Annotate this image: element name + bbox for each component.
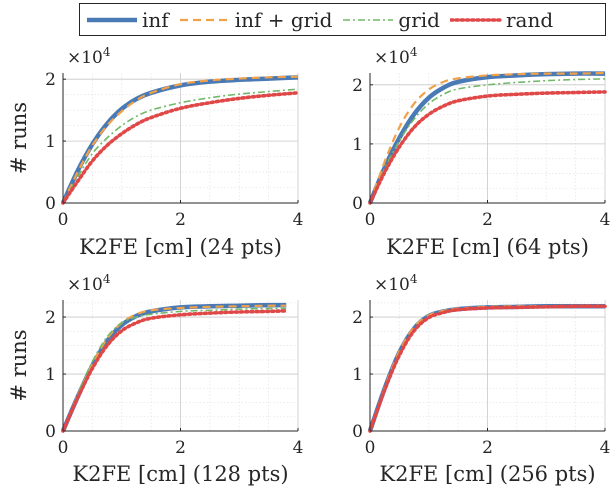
x-tick-label: 4 (600, 438, 611, 458)
series-line-rand (61, 91, 300, 205)
legend-swatch (449, 17, 502, 22)
series-line-rand (368, 304, 607, 433)
legend-swatch (179, 18, 230, 21)
panel-4: 0 2 4 0 1 2 ×104 K2FE [cm] (256 pts) (352, 272, 610, 486)
y-axis-label: # runs (7, 329, 31, 401)
x-tick-label: 0 (365, 438, 376, 458)
panel-3: 0 2 4 0 1 2 ×104 K2FE [cm] (128 pts) # runs (7, 272, 303, 486)
series-line-inf-grid (62, 75, 299, 204)
x-tick-label: 2 (175, 210, 186, 230)
legend-label: grid (398, 7, 440, 32)
legend-item-grid: grid (342, 8, 440, 32)
y-tick-label: 1 (352, 135, 363, 155)
x-tick-label: 4 (293, 438, 304, 458)
y-tick-label: 0 (352, 422, 363, 442)
y-multiplier: ×104 (67, 45, 111, 68)
legend-label: inf + grid (234, 7, 333, 32)
y-multiplier: ×104 (67, 272, 111, 295)
legend-label: inf (142, 7, 169, 32)
x-tick-label: 0 (58, 438, 69, 458)
y-tick-label: 1 (45, 132, 56, 152)
y-axis-label: # runs (7, 102, 31, 174)
x-axis-label: K2FE [cm] (24 pts) (79, 235, 282, 259)
legend: inf inf + grid grid rand (79, 3, 606, 36)
y-tick-label: 0 (45, 422, 56, 442)
y-tick-label: 0 (352, 194, 363, 214)
x-axis-label: K2FE [cm] (256 pts) (379, 462, 595, 486)
y-tick-label: 0 (45, 194, 56, 214)
y-tick-label: 1 (45, 365, 56, 385)
y-tick-label: 2 (352, 76, 363, 96)
series-line-grid (369, 78, 606, 204)
x-tick-label: 4 (600, 210, 611, 230)
x-tick-label: 2 (175, 438, 186, 458)
y-multiplier: ×104 (374, 272, 418, 295)
series-line-inf-grid (368, 71, 606, 204)
series-line-grid (62, 88, 299, 204)
x-tick-label: 2 (482, 210, 493, 230)
series-line-rand (61, 309, 289, 433)
series-line-grid (62, 307, 287, 432)
x-tick-label: 0 (58, 210, 69, 230)
x-tick-label: 0 (365, 210, 376, 230)
legend-label: rand (505, 7, 554, 32)
y-tick-label: 2 (45, 70, 56, 90)
panel-1: 0 2 4 0 1 2 ×104 K2FE [cm] (24 pts) # runs (7, 45, 303, 259)
legend-item-rand: rand (449, 7, 554, 32)
x-tick-label: 4 (293, 210, 304, 230)
y-tick-label: 1 (352, 365, 363, 385)
x-tick-label: 2 (482, 438, 493, 458)
y-tick-label: 2 (45, 308, 56, 328)
x-axis-label: K2FE [cm] (64 pts) (386, 235, 589, 259)
panel-2: 0 2 4 0 1 2 ×104 K2FE [cm] (64 pts) (352, 45, 610, 259)
legend-swatch (87, 17, 137, 22)
legend-swatch (343, 18, 394, 21)
legend-item-inf-grid: inf + grid (179, 7, 333, 32)
series-line-rand (368, 90, 607, 205)
y-tick-label: 2 (352, 308, 363, 328)
legend-item-inf: inf (86, 8, 169, 32)
series-line-inf-grid (61, 304, 287, 432)
y-multiplier: ×104 (374, 45, 418, 68)
x-axis-label: K2FE [cm] (128 pts) (72, 462, 288, 486)
